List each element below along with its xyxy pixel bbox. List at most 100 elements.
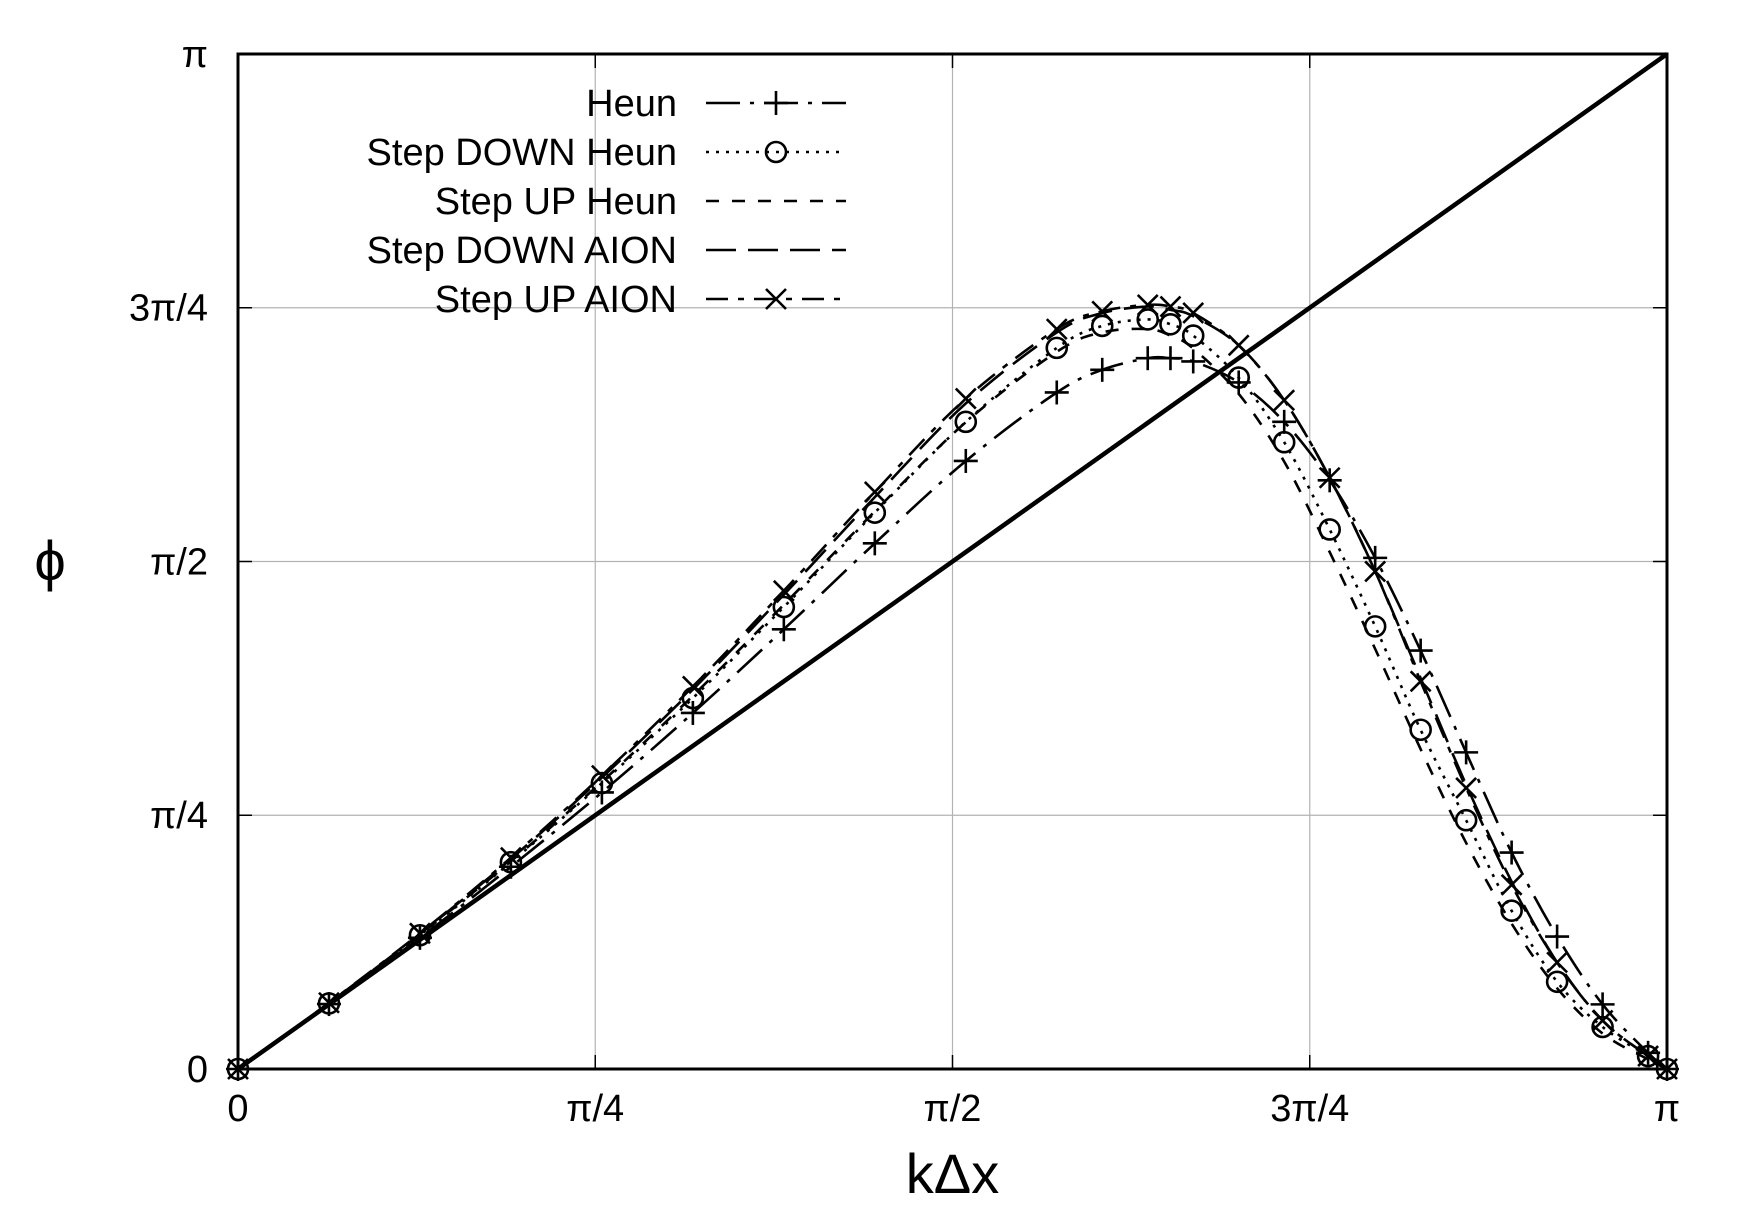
data-point-marker [1227, 334, 1250, 357]
y-tick-label: π/4 [150, 795, 208, 837]
series-2 [226, 308, 1679, 1081]
data-point-marker [1545, 970, 1569, 994]
data-point-marker [409, 922, 431, 945]
legend-marker-sample [764, 140, 788, 164]
data-point-marker [681, 675, 704, 698]
data-point-marker [1135, 346, 1160, 371]
series-4 [237, 305, 1668, 1071]
x-tick-label: π/2 [924, 1088, 982, 1130]
data-point-marker [771, 617, 796, 642]
data-point-marker [1637, 1045, 1660, 1067]
data-point-marker [1182, 302, 1205, 324]
x-tick-label: π [1654, 1088, 1680, 1130]
data-point-marker [1409, 670, 1432, 693]
data-point-marker [1091, 300, 1114, 323]
data-point-marker [772, 579, 795, 602]
data-point-marker [1181, 324, 1205, 347]
data-point-marker [1227, 366, 1251, 389]
legend-label: Step DOWN AION [367, 230, 677, 272]
data-point-marker [408, 923, 432, 947]
y-tick-label: 3π/4 [129, 288, 208, 330]
data-point-marker [862, 531, 887, 556]
legend-label: Heun [586, 83, 677, 125]
data-point-marker [1500, 899, 1523, 922]
data-point-marker [1090, 314, 1114, 338]
data-point-marker [863, 481, 886, 503]
legend-label: Step DOWN Heun [367, 132, 677, 174]
data-point-marker [1136, 293, 1159, 316]
data-point-marker [1044, 380, 1069, 405]
data-point-marker [953, 448, 978, 473]
x-tick-label: 0 [227, 1088, 248, 1130]
y-axis-title: ϕ [34, 529, 65, 592]
data-point-marker [680, 700, 705, 725]
data-point-marker [1272, 430, 1296, 454]
series-line [237, 305, 1668, 1071]
data-point-marker [1636, 1044, 1660, 1068]
data-point-marker [1158, 346, 1183, 371]
data-point-marker [1500, 873, 1523, 896]
data-point-marker [590, 764, 613, 787]
x-axis-title: kΔx [906, 1142, 999, 1205]
data-point-marker [1455, 776, 1478, 799]
data-point-marker [1591, 1015, 1614, 1039]
reference-line-layer [236, 52, 1669, 1071]
legend-entry: Step UP Heun [435, 181, 846, 223]
legend-entry: Step UP AION [435, 279, 846, 321]
data-point-marker [1545, 924, 1570, 949]
data-point-marker [1409, 718, 1432, 742]
data-point-marker [1159, 295, 1182, 318]
legend-entry: Step DOWN Heun [367, 132, 846, 174]
data-point-marker [772, 595, 796, 619]
data-point-marker [1090, 357, 1115, 382]
legend-label: Step UP Heun [435, 181, 677, 223]
series-5 [227, 293, 1678, 1080]
series-line [237, 318, 1668, 1071]
data-point-marker [499, 846, 522, 869]
x-tick-label: π/4 [566, 1088, 624, 1130]
data-point-marker [1499, 840, 1524, 865]
data-point-marker [1159, 312, 1182, 336]
data-point-marker [1590, 992, 1615, 1017]
data-point-marker [1181, 349, 1206, 374]
legend-entry: Step DOWN AION [367, 230, 846, 272]
legend-marker-sample [765, 288, 787, 310]
data-point-marker [1317, 468, 1342, 493]
legend-marker-sample [764, 91, 788, 115]
series-layer [226, 293, 1679, 1081]
data-point-marker [1045, 318, 1068, 341]
data-point-marker [1273, 389, 1296, 412]
data-point-marker [1364, 560, 1387, 583]
data-point-marker [317, 992, 341, 1015]
legend-label: Step UP AION [435, 279, 677, 321]
data-point-marker [1318, 466, 1341, 489]
data-point-marker [318, 991, 340, 1014]
x-tick-label: 3π/4 [1270, 1088, 1349, 1130]
data-point-marker [1546, 951, 1569, 974]
data-point-marker [499, 850, 523, 874]
data-point-marker [1045, 336, 1069, 360]
data-point-marker [590, 771, 614, 795]
data-point-marker [1454, 740, 1479, 765]
data-point-marker [863, 501, 887, 524]
series-line [237, 303, 1668, 1071]
data-point-marker [1454, 808, 1478, 832]
data-point-marker [1408, 638, 1433, 663]
y-tick-label: π [182, 34, 208, 76]
data-point-marker [954, 387, 977, 410]
data-point-marker [1363, 615, 1387, 638]
legend-entry: Heun [586, 83, 846, 125]
data-point-marker [1591, 1009, 1614, 1032]
ticks: 0 π/4 π/2 3π/4 π 0 π/4 π/2 3π/4 π [129, 34, 1680, 1130]
y-tick-label: 0 [187, 1049, 208, 1091]
series-3 [237, 327, 1668, 1071]
data-point-marker [954, 410, 978, 434]
series-line [237, 327, 1668, 1071]
y-tick-label: π/2 [150, 541, 208, 583]
legend: Heun Step DOWN Heun Step UP Heun Step DOWN … [367, 83, 846, 321]
data-point-marker [1363, 545, 1388, 570]
data-point-marker [1136, 308, 1160, 331]
reference-line [236, 52, 1669, 1071]
data-point-marker [1272, 409, 1297, 434]
